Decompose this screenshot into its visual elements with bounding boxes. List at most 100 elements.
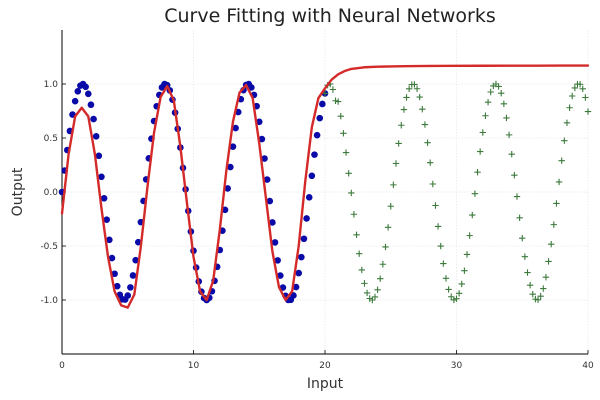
data-point [403,94,410,101]
data-point [361,280,368,287]
chart-title: Curve Fitting with Neural Networks [164,5,496,27]
data-point [113,282,121,290]
x-tick-label: 0 [59,361,65,371]
data-point [566,104,573,111]
data-point [316,114,324,122]
data-point [526,282,534,289]
data-point [482,112,489,119]
data-point [421,121,429,128]
data-point [345,170,352,177]
data-point [474,169,481,176]
data-point [390,181,397,189]
data-point [129,272,137,279]
data-point [337,112,344,120]
data-point [342,149,350,156]
data-point [469,211,476,219]
data-point [576,81,584,88]
data-point [90,115,97,123]
y-axis-label: Output [10,167,26,216]
data-point [266,197,274,205]
data-point [445,286,452,293]
data-point [248,84,255,91]
data-point [232,124,239,132]
data-point [274,257,281,264]
y-tick-label: 0.5 [44,134,58,144]
data-point [550,221,558,228]
data-point [392,160,400,167]
data-point [513,193,521,200]
data-point [87,101,95,109]
data-point [455,290,463,297]
data-point [71,97,79,105]
data-point [500,100,508,107]
data-point [471,190,479,197]
data-point [313,131,321,139]
data-point [542,274,550,281]
data-point [579,85,586,93]
data-point [227,163,234,171]
data-point [463,251,471,258]
data-point [555,178,563,186]
data-point [519,235,526,242]
data-point [229,143,237,150]
data-point [82,83,89,91]
data-point [103,216,111,223]
data-point [398,122,405,129]
data-point [561,137,568,144]
data-point [498,89,505,97]
data-point [300,235,308,243]
data-point [427,159,434,166]
data-point [432,202,439,209]
data-point [311,151,318,158]
data-point [405,85,413,93]
x-axis-label: Input [307,376,344,392]
x-ticks: 0 10 20 30 40 [59,350,594,371]
data-point [269,219,276,226]
data-point [258,135,266,143]
data-point [553,200,560,207]
data-point [419,105,426,113]
data-point [100,194,108,202]
data-point [466,232,473,239]
data-point [505,131,513,139]
data-point [92,132,100,140]
data-point [290,292,297,299]
data-point [571,84,579,92]
data-point [400,106,408,113]
data-point [437,242,444,250]
data-point [440,260,447,267]
data-point [503,114,510,122]
data-point [85,90,92,98]
data-point [429,180,437,188]
y-tick-label: -1.0 [40,296,58,306]
data-point [461,267,468,274]
data-point [106,236,113,244]
data-point [453,295,460,302]
data-point [582,94,589,101]
y-tick-label: -0.5 [40,242,58,252]
data-point [303,215,310,222]
y-tick-label: 1.0 [44,80,59,90]
data-point [276,272,284,279]
data-point [384,224,392,231]
data-point [379,261,387,268]
data-point [584,108,592,115]
data-point [521,253,529,260]
data-point [508,151,515,158]
data-point [395,140,402,147]
data-point [442,275,450,282]
data-point [569,92,576,100]
data-point [495,83,502,90]
data-point [487,88,494,96]
data-point [111,270,118,278]
data-point [363,289,371,297]
data-point [263,176,271,183]
data-point [95,152,103,160]
grid [61,30,589,354]
x-tick-label: 40 [582,361,594,371]
data-point [124,292,132,299]
x-tick-label: 20 [319,361,331,371]
y-tick-label: 0.0 [44,188,59,198]
data-point [547,240,555,248]
data-point [132,256,139,264]
